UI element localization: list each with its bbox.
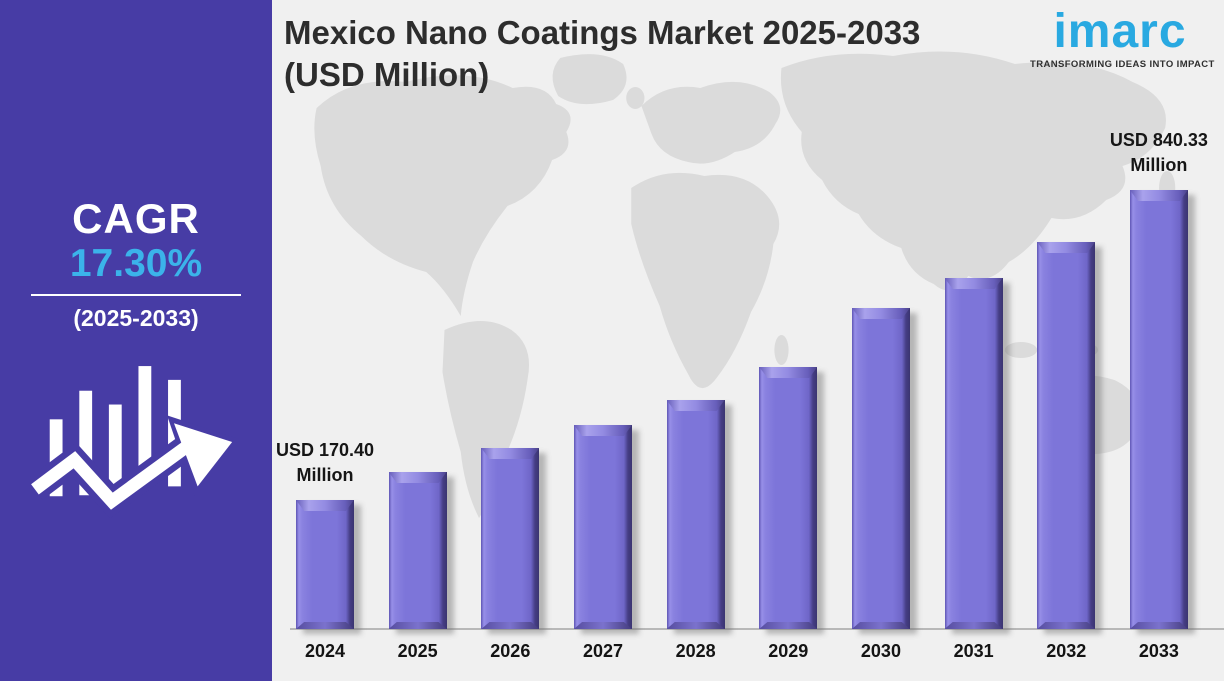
bar-2028 — [666, 400, 725, 629]
bar-cell-2028: 2028 — [666, 400, 725, 661]
x-axis-label-2027: 2027 — [582, 641, 623, 661]
page-title: Mexico Nano Coatings Market 2025-2033 (U… — [284, 12, 920, 96]
map-south-america — [442, 321, 530, 518]
cagr-value: 17.30% — [69, 242, 203, 285]
bar-2027 — [573, 425, 632, 629]
bar-2031 — [944, 278, 1003, 629]
bar-2025 — [388, 472, 447, 629]
bar-2026 — [481, 448, 540, 629]
x-axis-label-2029: 2029 — [768, 641, 809, 661]
bar-cell-2025: 2025 — [388, 472, 447, 661]
cagr-title: CAGR — [72, 195, 200, 242]
bar-cell-2024: USD 170.40 Million 2024 — [276, 438, 374, 661]
map-island — [1004, 342, 1038, 358]
imarc-logo-text: imarc — [1053, 5, 1187, 58]
map-uk — [626, 87, 645, 109]
cagr-panel: CAGR 17.30% (2025-2033) — [31, 196, 241, 332]
x-axis-label-2030: 2030 — [860, 641, 901, 661]
x-axis-label-2026: 2026 — [490, 641, 531, 661]
imarc-logo-tagline: TRANSFORMING IDEAS INTO IMPACT — [1030, 59, 1215, 70]
imarc-logo: imarc TRANSFORMING IDEAS INTO IMPACT — [1030, 5, 1215, 71]
bar-cell-2031: 2031 — [944, 278, 1003, 661]
sidebar: CAGR 17.30% (2025-2033) — [0, 0, 272, 681]
x-axis-label-2032: 2032 — [1046, 641, 1087, 661]
bar-cell-2027: 2027 — [573, 425, 632, 661]
bar-value-label-2033: USD 840.33 Million — [1109, 130, 1208, 175]
x-axis-label-2024: 2024 — [304, 641, 346, 661]
bars-row: USD 170.40 Million 2024 2025 2026 2027 2028 202… — [276, 120, 1208, 661]
bar-value-label-2024: USD 170.40 Million — [275, 440, 375, 485]
bar-cell-2026: 2026 — [481, 448, 540, 661]
map-madagascar — [774, 335, 789, 365]
bar-2024 — [296, 500, 354, 629]
map-north-america — [314, 75, 571, 316]
x-axis-label-2028: 2028 — [675, 641, 716, 661]
x-axis-label-2033: 2033 — [1138, 641, 1179, 661]
map-europe — [641, 81, 781, 164]
page-title-line2: (USD Million) — [284, 56, 490, 93]
bar-2030 — [851, 308, 910, 629]
bar-cell-2029: 2029 — [759, 367, 818, 661]
x-axis-label-2025: 2025 — [397, 641, 438, 661]
bar-cell-2030: 2030 — [851, 308, 910, 661]
x-axis-line — [290, 628, 1224, 630]
cagr-period: (2025-2033) — [73, 305, 199, 331]
map-africa — [631, 172, 780, 389]
x-axis-label-2031: 2031 — [953, 641, 994, 661]
bar-2029 — [759, 367, 818, 629]
bar-cell-2033: USD 840.33 Million 2033 — [1110, 128, 1208, 661]
chart-area: Mexico Nano Coatings Market 2025-2033 (U… — [272, 0, 1224, 681]
map-asia — [780, 51, 1166, 291]
page-title-line1: Mexico Nano Coatings Market 2025-2033 — [284, 14, 921, 51]
bar-cell-2032: 2032 — [1037, 242, 1096, 661]
bar-2032 — [1037, 242, 1096, 629]
map-greenland — [552, 54, 627, 105]
bar-2033 — [1129, 190, 1188, 629]
growth-chart-arrow-icon — [30, 366, 240, 519]
divider-line — [31, 294, 241, 296]
